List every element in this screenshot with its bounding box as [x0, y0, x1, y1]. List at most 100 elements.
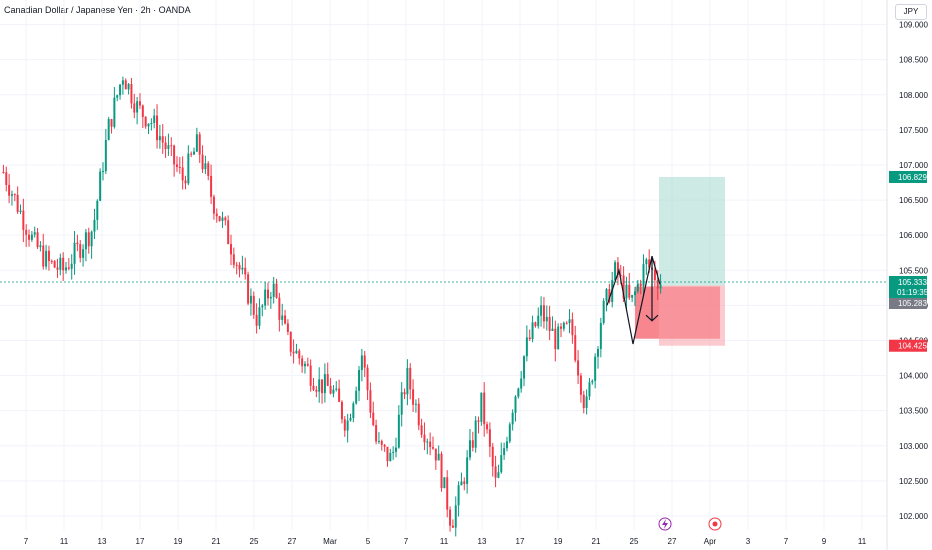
candle-body: [449, 509, 452, 526]
candle-body: [409, 367, 412, 390]
candle-body: [303, 363, 306, 367]
candle-body: [252, 295, 255, 315]
candle-body: [315, 389, 318, 392]
candle-body: [173, 145, 176, 165]
candle-body: [249, 295, 252, 304]
candle-body: [659, 284, 662, 289]
down-arrow-head[interactable]: [645, 314, 659, 322]
price-tick-label: 106.500: [899, 196, 928, 205]
candle-body: [460, 481, 463, 486]
candle-body: [138, 101, 141, 106]
price-tick-label: 108.500: [899, 56, 928, 65]
price-scale[interactable]: 109.000 108.500 108.000 107.500 107.000 106.5…: [899, 21, 928, 521]
candle-body: [423, 434, 426, 443]
candle-body: [639, 283, 642, 287]
candle-body: [636, 283, 639, 292]
candle-body: [605, 289, 608, 301]
candle-body: [633, 291, 636, 296]
candle-body: [70, 263, 73, 269]
candle-body: [454, 505, 457, 528]
candle-body: [420, 425, 423, 435]
candle-body: [642, 264, 645, 287]
candle-body: [198, 134, 201, 155]
candle-body: [224, 217, 227, 221]
candle-body: [184, 180, 187, 184]
candle-body: [560, 326, 563, 329]
candle-body: [505, 441, 508, 449]
candle-body: [10, 194, 13, 196]
candle-body: [59, 257, 62, 270]
candle-body: [295, 350, 298, 354]
zigzag-line[interactable]: [606, 256, 661, 345]
candle-body: [147, 123, 150, 127]
time-tick-label: 11: [60, 537, 69, 546]
candle-body: [346, 420, 349, 431]
candle-body: [614, 262, 617, 281]
candle-body: [596, 348, 599, 357]
price-tick-label: 105.500: [899, 266, 928, 275]
candle-body: [170, 145, 173, 147]
candle-body: [56, 267, 59, 270]
candle-body: [281, 315, 284, 320]
take-profit-tag-text: 106.829: [898, 173, 927, 182]
price-tick-label: 108.000: [899, 91, 928, 100]
candle-body: [326, 374, 329, 386]
candle-body: [321, 379, 324, 394]
candle-body: [181, 167, 184, 181]
candle-body: [414, 403, 417, 405]
currency-button[interactable]: JPY: [895, 4, 927, 20]
candle-body: [261, 305, 264, 308]
candle-body: [255, 314, 258, 326]
candle-body: [466, 457, 469, 484]
take-profit-zone[interactable]: [659, 176, 725, 286]
candle-body: [554, 328, 557, 350]
position-zones[interactable]: [635, 176, 725, 346]
candle-body: [429, 441, 432, 448]
candle-body: [298, 350, 301, 359]
candle-body: [528, 337, 531, 340]
candle-body: [156, 115, 159, 141]
candle-body: [366, 367, 369, 391]
candle-body: [110, 119, 113, 127]
time-tick-label: 11: [858, 537, 867, 546]
time-tick-label: 5: [366, 537, 371, 546]
candle-body: [343, 419, 346, 431]
candle-body: [451, 525, 454, 528]
candle-body: [557, 326, 560, 350]
candle-body: [227, 220, 230, 244]
candle-body: [591, 380, 594, 383]
candle-body: [397, 414, 400, 448]
candle-body: [525, 337, 528, 357]
candle-body: [545, 316, 548, 322]
candle-body: [380, 440, 383, 445]
candle-body: [463, 481, 466, 484]
candle-body: [230, 243, 233, 255]
time-tick-label: 21: [212, 537, 221, 546]
candle-body: [158, 136, 161, 141]
candle-body: [594, 356, 597, 381]
symbol-title[interactable]: Canadian Dollar / Japanese Yen · 2h · OA…: [4, 5, 191, 15]
time-tick-label: 7: [404, 537, 409, 546]
candle-body: [212, 196, 215, 214]
candle-body: [175, 164, 178, 167]
candle-body: [412, 389, 415, 405]
event-markers[interactable]: [658, 517, 722, 531]
candle-body: [284, 315, 287, 324]
candle-body: [30, 234, 33, 240]
time-tick-label: 9: [822, 537, 827, 546]
time-tick-label: Mar: [323, 537, 337, 546]
candle-body: [312, 385, 315, 390]
candle-body: [540, 305, 543, 316]
pattern-drawing[interactable]: [606, 256, 661, 345]
target-dot-icon: [712, 521, 718, 527]
candle-body: [136, 101, 139, 113]
time-tick-label: 17: [136, 537, 145, 546]
time-scale[interactable]: 7 11 13 17 19 21 25 27 Mar 5 7 11 13 17 19 21 25 27 Apr 3 7 9…: [24, 537, 867, 546]
candle-body: [22, 210, 25, 230]
price-tick-label: 106.000: [899, 231, 928, 240]
candle-body: [599, 322, 602, 349]
stop-loss-zone[interactable]: [659, 285, 725, 346]
candle-body: [133, 103, 136, 113]
candle-body: [622, 275, 625, 299]
